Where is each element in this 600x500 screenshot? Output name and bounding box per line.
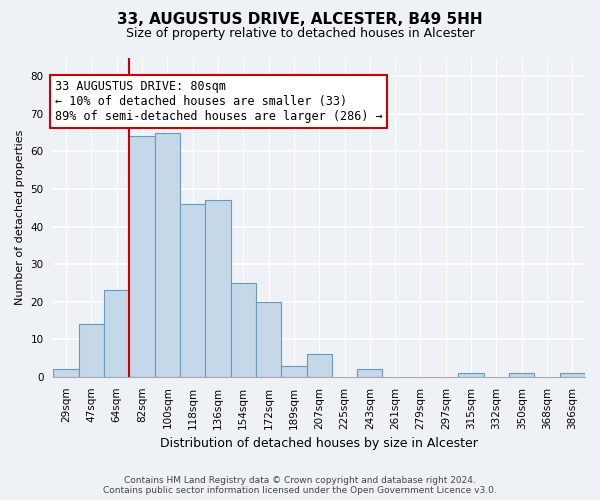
Y-axis label: Number of detached properties: Number of detached properties [15, 130, 25, 305]
Bar [155, 132, 180, 377]
Bar [509, 373, 535, 377]
Text: Size of property relative to detached houses in Alcester: Size of property relative to detached ho… [125, 28, 475, 40]
Text: 33, AUGUSTUS DRIVE, ALCESTER, B49 5HH: 33, AUGUSTUS DRIVE, ALCESTER, B49 5HH [117, 12, 483, 28]
Bar [130, 136, 155, 377]
Bar [357, 370, 382, 377]
Bar [230, 283, 256, 377]
Bar [560, 373, 585, 377]
X-axis label: Distribution of detached houses by size in Alcester: Distribution of detached houses by size … [160, 437, 478, 450]
Bar [79, 324, 104, 377]
Bar [53, 370, 79, 377]
Bar [205, 200, 230, 377]
Bar [281, 366, 307, 377]
Text: Contains HM Land Registry data © Crown copyright and database right 2024.
Contai: Contains HM Land Registry data © Crown c… [103, 476, 497, 495]
Bar [104, 290, 130, 377]
Bar [256, 302, 281, 377]
Bar [458, 373, 484, 377]
Bar [180, 204, 205, 377]
Bar [307, 354, 332, 377]
Text: 33 AUGUSTUS DRIVE: 80sqm
← 10% of detached houses are smaller (33)
89% of semi-d: 33 AUGUSTUS DRIVE: 80sqm ← 10% of detach… [55, 80, 382, 123]
